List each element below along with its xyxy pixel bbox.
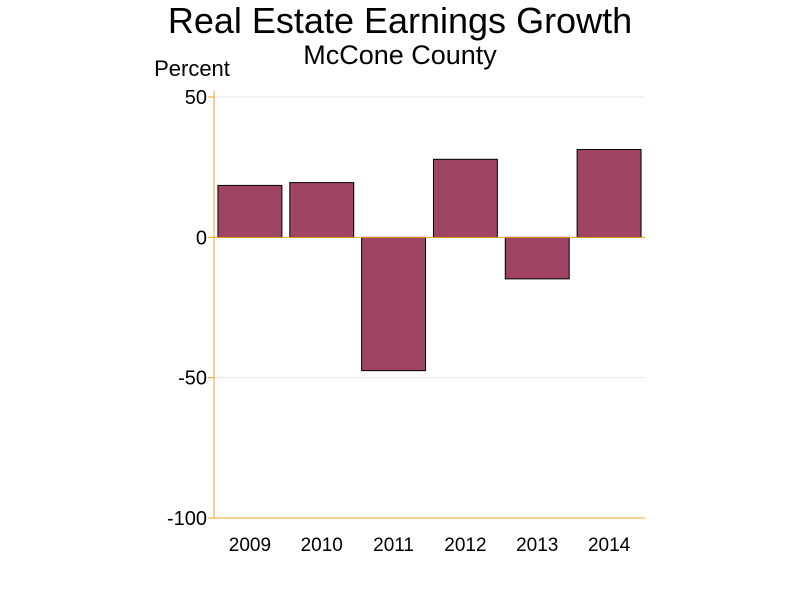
chart-title: Real Estate Earnings Growth xyxy=(167,0,633,41)
y-axis-label: Percent xyxy=(154,56,230,81)
x-tick-label: 2014 xyxy=(588,535,631,556)
bar-2013 xyxy=(504,236,570,280)
bar-2014 xyxy=(576,148,642,238)
x-tick-label: 2011 xyxy=(373,535,414,556)
x-tick-label: 2013 xyxy=(516,535,558,556)
y-tick-label: -50 xyxy=(178,368,207,390)
bar-2009 xyxy=(217,184,283,238)
x-tick-label: 2009 xyxy=(229,535,271,556)
y-tick-label: 0 xyxy=(196,227,207,249)
y-tick-label: -100 xyxy=(167,508,207,530)
x-tick-label: 2012 xyxy=(444,535,486,556)
chart-subtitle: McCone County xyxy=(303,40,497,70)
y-tick-label: 50 xyxy=(185,87,207,109)
x-tick-label: 2010 xyxy=(301,535,343,556)
bar-2012 xyxy=(432,158,498,238)
bar-2010 xyxy=(289,182,355,238)
bar-2011 xyxy=(361,236,427,372)
